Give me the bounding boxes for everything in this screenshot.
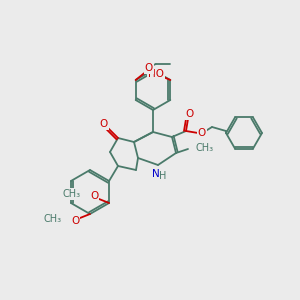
Text: O: O	[90, 191, 98, 201]
Text: N: N	[152, 169, 160, 179]
Text: CH₃: CH₃	[44, 214, 62, 224]
Text: CH₃: CH₃	[196, 143, 214, 153]
Text: O: O	[100, 119, 108, 129]
Text: CH₃: CH₃	[63, 189, 81, 199]
Text: HO: HO	[148, 69, 164, 79]
Text: O: O	[198, 128, 206, 138]
Text: H: H	[159, 171, 167, 181]
Text: O: O	[186, 109, 194, 119]
Text: O: O	[71, 216, 79, 226]
Text: O: O	[145, 63, 153, 73]
